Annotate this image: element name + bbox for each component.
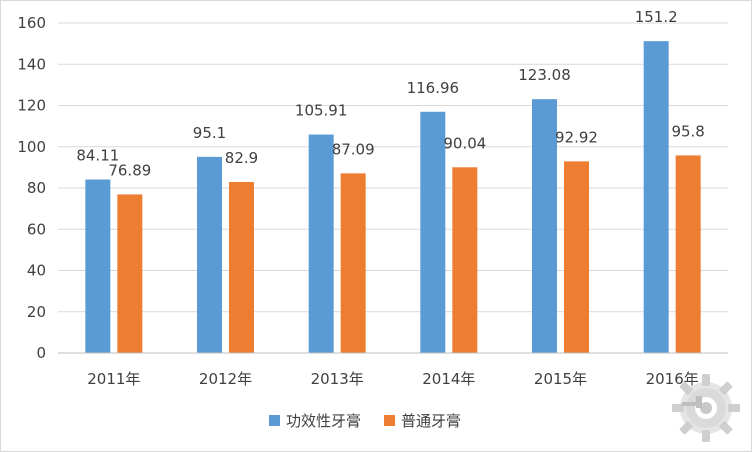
data-label-series-0-4: 123.08 [518,66,571,84]
y-tick-label: 60 [27,220,46,238]
data-label-series-0-5: 151.2 [635,8,678,26]
legend-swatch-0 [269,415,280,426]
data-label-series-0-3: 116.96 [407,79,460,97]
bar-series-0-5 [643,41,669,354]
y-tick-label: 80 [27,179,46,197]
x-tick-label: 2015年 [534,370,587,388]
data-label-series-0-1: 95.1 [193,124,226,142]
data-label-series-0-0: 84.11 [76,147,119,165]
bar-series-1-3 [452,167,478,353]
legend-label-0: 功效性牙膏 [286,412,361,430]
y-tick-label: 120 [17,97,46,115]
data-label-series-1-2: 87.09 [332,140,375,158]
legend-label-1: 普通牙膏 [401,412,461,430]
y-tick-label: 160 [17,14,46,32]
legend: 功效性牙膏 普通牙膏 [269,412,461,430]
data-label-series-0-2: 105.91 [295,102,348,120]
data-label-series-1-0: 76.89 [108,161,151,179]
bar-series-0-2 [308,134,334,353]
y-tick-label: 40 [27,262,46,280]
bar-series-0-4 [532,99,557,354]
watermark-gear-icon [672,374,740,442]
x-tick-label: 2016年 [646,370,699,388]
bar-series-1-0 [117,194,143,353]
axes: 0 20 40 60 80 100 120 140 160 2011年 2012年 2013年 2014… [17,14,728,388]
bar-series-0-0 [85,179,111,353]
data-label-series-1-1: 82.9 [225,149,258,167]
data-label-series-1-4: 92.92 [555,128,598,146]
data-label-series-1-3: 90.04 [443,134,486,152]
bar-series-1-1 [229,182,254,353]
legend-swatch-1 [384,415,395,426]
bar-series-1-4 [564,161,589,353]
data-label-series-1-5: 95.8 [671,122,704,140]
gridlines [58,22,728,313]
y-tick-label: 100 [17,138,46,156]
y-tick-label: 140 [17,55,46,73]
y-tick-label: 0 [36,344,46,362]
x-tick-label: 2013年 [311,370,364,388]
x-tick-label: 2014年 [422,370,475,388]
bar-series-1-2 [340,173,366,353]
bar-series-0-3 [420,111,446,354]
bar-series-1-5 [675,155,701,353]
x-tick-label: 2012年 [199,370,252,388]
bar-series-0-1 [197,156,222,353]
x-tick-label: 2011年 [87,370,140,388]
bars [85,41,701,354]
y-tick-label: 20 [27,303,46,321]
